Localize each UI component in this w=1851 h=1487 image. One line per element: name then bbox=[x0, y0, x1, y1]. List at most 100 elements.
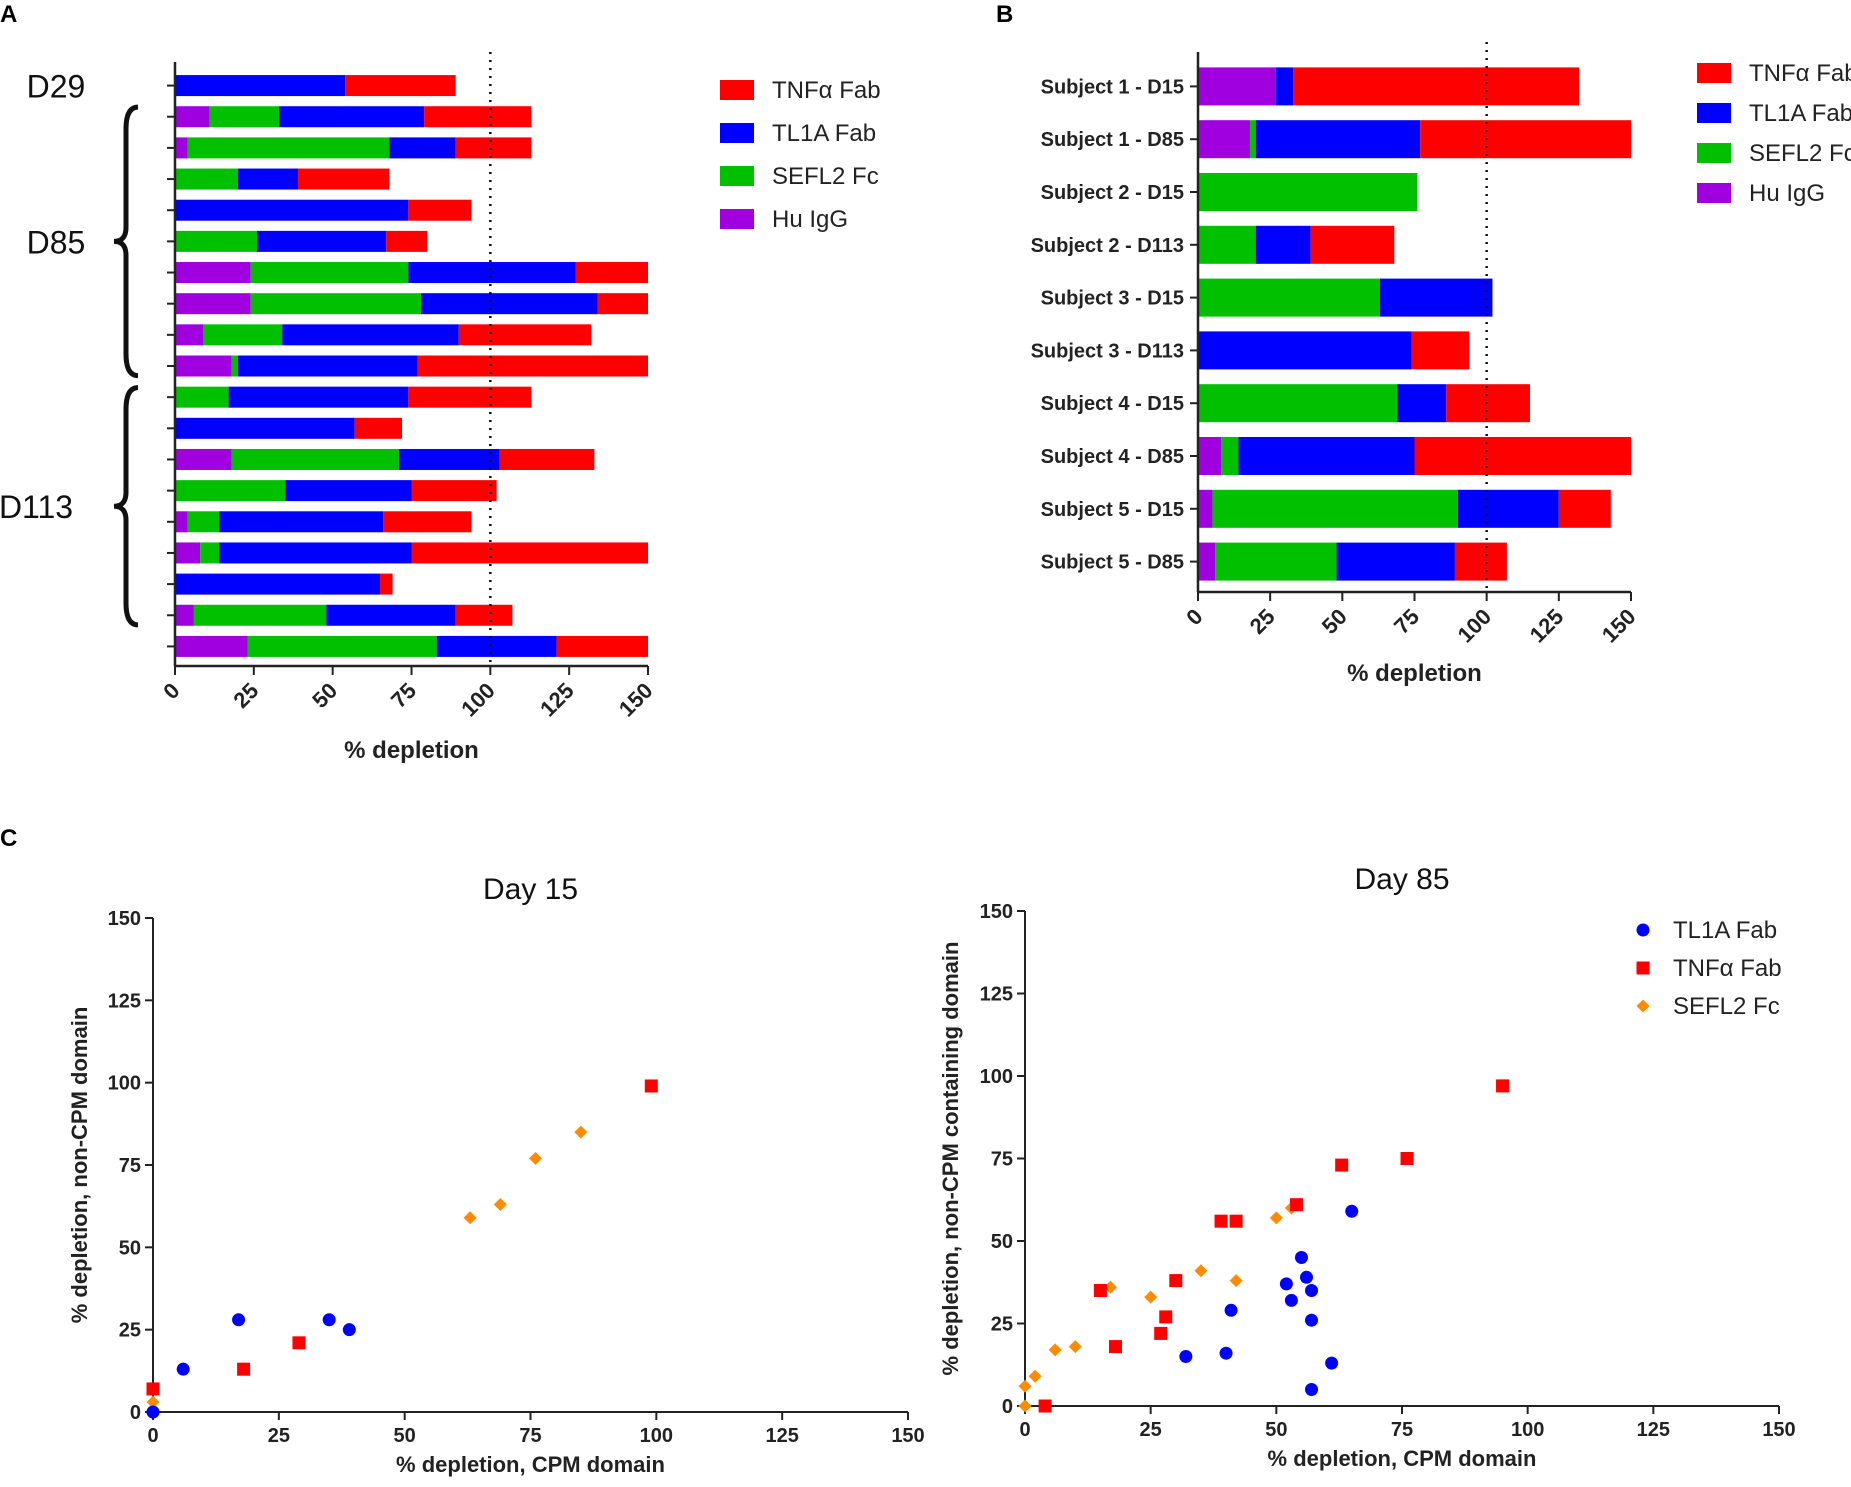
x-tick-label: 25 bbox=[1140, 1419, 1162, 1441]
point-tl1a-fab bbox=[1279, 1277, 1293, 1291]
bar-segment-tl1a-fab bbox=[219, 542, 412, 564]
legend-swatch-tnfa-fab bbox=[720, 80, 754, 100]
bar-segment-sefl2-fc bbox=[1249, 120, 1256, 159]
legend-label-tnfa-fab: TNFα Fab bbox=[1673, 955, 1782, 982]
x-tick-label: 125 bbox=[765, 1425, 798, 1447]
point-tl1a-fab bbox=[1219, 1346, 1233, 1360]
point-tnfa-fab bbox=[1289, 1198, 1303, 1212]
point-tl1a-fab bbox=[1299, 1270, 1313, 1284]
panel-a-chart: 0 25 50 75 100 125 150 % depletion TNFα Fab TL1A … bbox=[0, 52, 881, 764]
point-tl1a-fab bbox=[1284, 1293, 1298, 1307]
point-sefl2-fc bbox=[1144, 1290, 1158, 1304]
y-tick-label: 150 bbox=[980, 901, 1013, 923]
legend-label-sefl2-fc: SEFL2 Fc bbox=[1749, 140, 1851, 167]
bar-segment-hu-igg bbox=[1198, 542, 1216, 581]
point-tnfa-fab bbox=[644, 1079, 658, 1093]
x-tick-label: 100 bbox=[640, 1425, 673, 1447]
bar-segment-sefl2-fc bbox=[231, 448, 399, 470]
point-sefl2-fc bbox=[1269, 1211, 1283, 1225]
bar-segment-tnfa-fab bbox=[1293, 67, 1580, 106]
bar-segment-tl1a-fab bbox=[1238, 437, 1415, 475]
bar-segment-sefl2-fc bbox=[1212, 489, 1458, 528]
bar-segment-tl1a-fab bbox=[238, 355, 418, 377]
point-tnfa-fab bbox=[1093, 1284, 1107, 1297]
bar-segment-sefl2-fc bbox=[187, 137, 390, 159]
x-tick-label: 75 bbox=[1389, 604, 1424, 639]
bar-segment-hu-igg bbox=[175, 106, 210, 128]
x-tick-label: 100 bbox=[1453, 604, 1497, 648]
bar-segment-hu-igg bbox=[175, 511, 188, 533]
x-tick-label: 150 bbox=[1762, 1419, 1795, 1441]
bar-segment-sefl2-fc bbox=[187, 511, 220, 533]
bar-segment-tnfa-fab bbox=[1414, 437, 1631, 475]
panel-c-day15-chart: 00 25 25 50 50 75 75 100 100 125 125 150 150 Day 15 % … bbox=[67, 873, 925, 1477]
bar-segment-tl1a-fab bbox=[228, 386, 409, 408]
x-tick-label: 150 bbox=[1597, 604, 1641, 648]
point-tl1a-fab bbox=[1179, 1350, 1193, 1363]
bar-segment-tnfa-fab bbox=[411, 542, 648, 564]
bar-segment-tnfa-fab bbox=[499, 448, 595, 470]
bar-segment-sefl2-fc bbox=[175, 230, 257, 252]
bar-segment-hu-igg bbox=[175, 448, 232, 470]
bar-segment-hu-igg bbox=[175, 262, 251, 284]
legend-swatch-sefl2-fc bbox=[1697, 143, 1731, 163]
y-tick-label: 100 bbox=[980, 1066, 1013, 1088]
bar-segment-hu-igg bbox=[175, 635, 248, 657]
point-tl1a-fab bbox=[146, 1405, 160, 1419]
y-tick-label: 100 bbox=[108, 1073, 141, 1095]
brace-d113 bbox=[113, 385, 139, 628]
bar-segment-tnfa-fab bbox=[424, 106, 532, 128]
point-sefl2-fc bbox=[574, 1125, 588, 1139]
category-label: Subject 1 - D85 bbox=[1041, 129, 1184, 151]
point-tl1a-fab bbox=[1305, 1313, 1319, 1327]
bar-segment-sefl2-fc bbox=[231, 355, 239, 377]
y-tick-label: 75 bbox=[991, 1149, 1013, 1171]
bar-segment-tl1a-fab bbox=[1336, 542, 1455, 581]
legend-swatch-tl1a-fab bbox=[720, 123, 754, 143]
bar-segment-tl1a-fab bbox=[1457, 489, 1559, 528]
x-axis-title: % depletion bbox=[1347, 660, 1482, 687]
bar-segment-tnfa-fab bbox=[458, 324, 592, 346]
bar-segment-tnfa-fab bbox=[386, 230, 428, 252]
point-sefl2-fc bbox=[1229, 1274, 1243, 1288]
point-tl1a-fab bbox=[342, 1323, 356, 1337]
point-tl1a-fab bbox=[176, 1362, 190, 1376]
bar-segment-hu-igg bbox=[175, 324, 204, 346]
bar-segment-tl1a-fab bbox=[1255, 225, 1311, 264]
legend-label-tnfa-fab: TNFα Fab bbox=[772, 77, 881, 104]
bar-segment-sefl2-fc bbox=[175, 480, 286, 502]
bar-segment-tnfa-fab bbox=[455, 604, 513, 626]
bar-segment-tnfa-fab bbox=[297, 168, 390, 190]
x-tick-label: 50 bbox=[307, 678, 342, 713]
bar-segment-tnfa-fab bbox=[411, 480, 497, 502]
x-tick-label: 0 bbox=[158, 678, 184, 704]
x-tick-label: 50 bbox=[1265, 1419, 1287, 1441]
y-tick-label: 125 bbox=[108, 990, 141, 1012]
bar-segment-tnfa-fab bbox=[354, 417, 403, 439]
bar-segment-tnfa-fab bbox=[408, 199, 472, 221]
bar-segment-tl1a-fab bbox=[238, 168, 298, 190]
y-axis-title: % depletion, non-CPM containing domain bbox=[938, 942, 963, 1376]
x-tick-label: 75 bbox=[386, 678, 421, 713]
bar-segment-tl1a-fab bbox=[282, 324, 459, 346]
bar-segment-tnfa-fab bbox=[379, 573, 393, 595]
x-tick-label: 150 bbox=[614, 678, 658, 722]
bar-segment-tl1a-fab bbox=[1275, 67, 1294, 106]
point-tnfa-fab bbox=[1400, 1152, 1414, 1165]
bar-segment-tnfa-fab bbox=[417, 355, 648, 377]
point-tl1a-fab bbox=[1305, 1383, 1319, 1396]
category-label: Subject 4 - D15 bbox=[1041, 393, 1184, 415]
bar-segment-tl1a-fab bbox=[398, 448, 500, 470]
point-sefl2-fc bbox=[1018, 1399, 1032, 1413]
point-tl1a-fab bbox=[1294, 1251, 1308, 1264]
bar-segment-tl1a-fab bbox=[389, 137, 456, 159]
x-tick-label: 100 bbox=[456, 678, 500, 722]
x-tick-label: 0 bbox=[147, 1425, 158, 1447]
point-tnfa-fab bbox=[1169, 1274, 1183, 1288]
bar-segment-sefl2-fc bbox=[1198, 384, 1398, 423]
legend-label-tl1a-fab: TL1A Fab bbox=[772, 120, 876, 147]
point-tnfa-fab bbox=[1154, 1326, 1168, 1340]
bar-segment-hu-igg bbox=[175, 293, 251, 315]
point-tl1a-fab bbox=[322, 1313, 336, 1327]
